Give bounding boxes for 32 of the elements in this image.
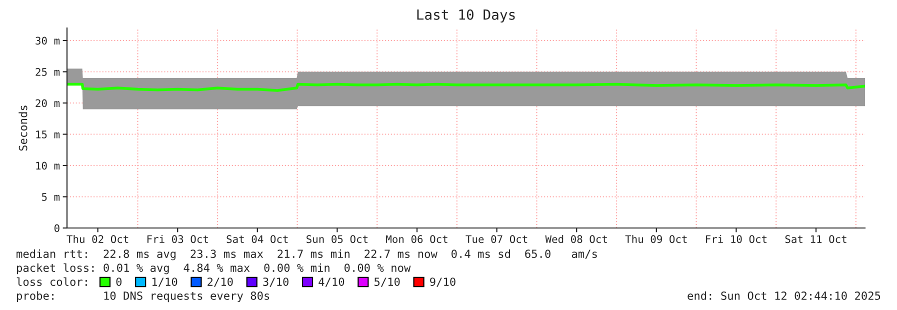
text: packet loss: 0.01 % avg 4.84 % max 0.00 % min 0.00 % now <box>17 263 411 274</box>
y-tick-label: 20 m <box>36 99 60 108</box>
legend-label: 2/10 <box>208 278 233 287</box>
y-tick-label: 25 m <box>36 68 60 76</box>
legend-label: 9/10 <box>430 278 456 287</box>
legend-label: 1/10 <box>152 278 178 287</box>
x-tick-label: Sun 05 Oct <box>306 235 368 244</box>
x-tick-label: Sat 11 Oct <box>785 235 846 244</box>
y-tick-label: 10 m <box>36 162 60 170</box>
y-axis-title: Seconds <box>18 106 28 151</box>
legend-label: 3/10 <box>263 278 288 287</box>
y-tick-label: 0 <box>54 224 60 232</box>
y-tick-label: 15 m <box>36 130 60 138</box>
text: median rtt: 22.8 ms avg 23.3 ms max 21.7 ms min 22.7 ms now 0.4 ms sd 65.0 am/s <box>16 249 597 260</box>
x-tick-label: Tue 07 Oct <box>466 235 528 244</box>
legend-title: loss color: <box>16 277 87 286</box>
x-tick-label: Mon 06 Oct <box>386 235 448 244</box>
legend-label: 0 <box>116 278 122 286</box>
x-tick-label: Thu 02 Oct <box>66 235 128 244</box>
x-tick-label: Sat 04 Oct <box>226 235 288 244</box>
x-tick-label: Thu 09 Oct <box>625 235 687 244</box>
chart-title: Last 10 Days <box>417 9 515 23</box>
x-tick-label: Fri 10 Oct <box>706 235 767 244</box>
legend-label: 5/10 <box>374 278 400 287</box>
legend-label: 4/10 <box>318 278 344 287</box>
y-tick-label: 5 m <box>42 193 60 201</box>
y-tick-label: 30 m <box>36 36 60 45</box>
x-tick-label: Fri 03 Oct <box>147 235 208 244</box>
text: end: Sun Oct 12 02:44:10 2025 <box>688 291 880 300</box>
line-series <box>67 82 865 92</box>
x-tick-label: Wed 08 Oct <box>545 235 607 244</box>
text: probe: 10 DNS requests every 80s <box>17 291 270 302</box>
